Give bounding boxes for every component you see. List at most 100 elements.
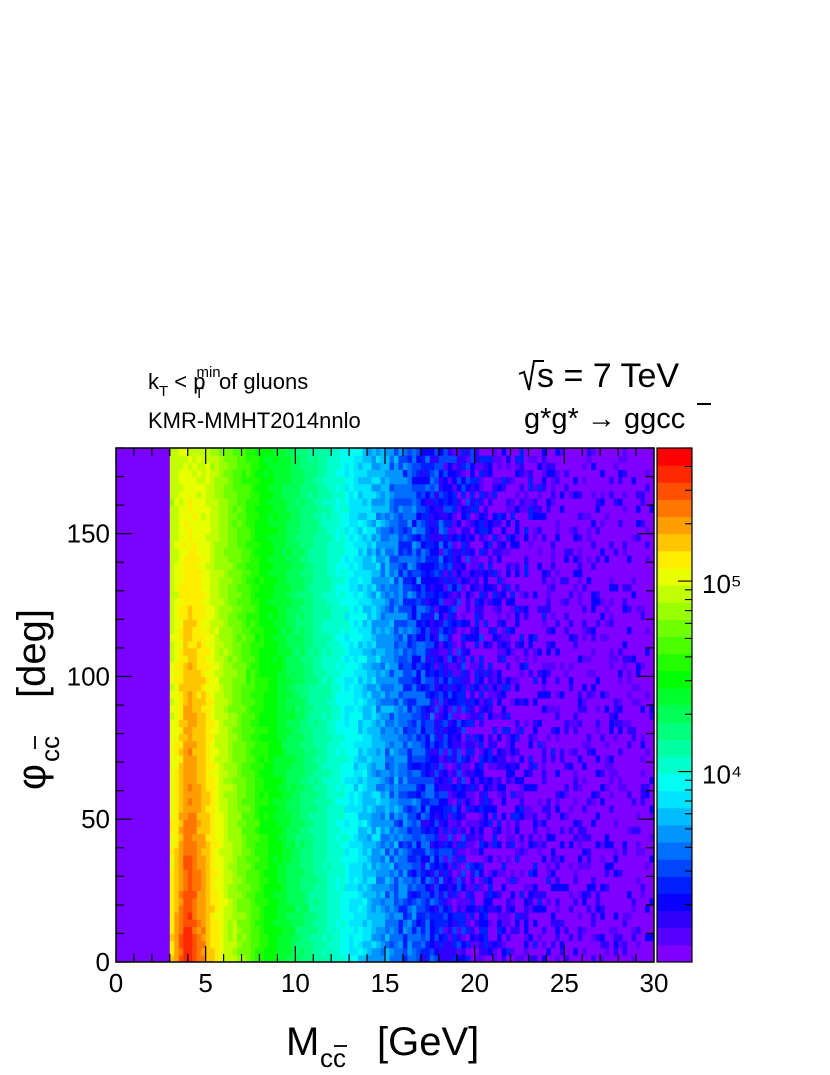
heatmap-cell — [169, 490, 175, 499]
heatmap-cell — [376, 497, 382, 506]
heatmap-cell — [308, 912, 314, 920]
heatmap-cell — [461, 626, 467, 635]
heatmap-cell — [331, 455, 337, 463]
heatmap-cell — [380, 540, 386, 549]
heatmap-cell — [398, 540, 404, 549]
heatmap-cell — [349, 919, 355, 927]
heatmap-cell — [317, 797, 323, 806]
heatmap-cell — [411, 854, 417, 863]
heatmap-cell — [371, 797, 377, 806]
heatmap-cell — [304, 547, 310, 556]
heatmap-cell — [425, 612, 431, 620]
heatmap-cell — [281, 597, 287, 606]
heatmap-cell — [237, 790, 243, 799]
heatmap-cell — [344, 576, 350, 585]
heatmap-cell — [223, 569, 229, 578]
heatmap-cell — [420, 676, 426, 685]
heatmap-cell — [192, 690, 198, 699]
heatmap-cell — [196, 826, 202, 835]
heatmap-cell — [237, 462, 243, 471]
heatmap-cell — [281, 862, 287, 870]
heatmap-cell — [393, 619, 400, 628]
heatmap-cell — [178, 740, 184, 749]
heatmap-cell — [429, 647, 435, 656]
heatmap-cell — [259, 519, 265, 528]
heatmap-cell — [425, 904, 431, 913]
heatmap-cell — [456, 726, 462, 735]
heatmap-cell — [272, 869, 278, 877]
heatmap-cell — [465, 919, 471, 927]
heatmap-cell — [223, 840, 229, 849]
heatmap-cell — [313, 847, 319, 856]
heatmap-cell — [322, 590, 328, 599]
heatmap-cell — [237, 619, 243, 628]
heatmap-cell — [335, 597, 341, 606]
heatmap-cell — [380, 797, 386, 806]
heatmap-cell — [376, 854, 382, 863]
heatmap-cell — [290, 547, 296, 556]
heatmap-cell — [254, 826, 261, 835]
heatmap-cell — [420, 626, 426, 635]
heatmap-cell — [385, 762, 391, 770]
heatmap-cell — [429, 919, 435, 927]
heatmap-cell — [322, 512, 328, 520]
heatmap-cell — [407, 455, 413, 463]
heatmap-cell — [178, 633, 184, 642]
heatmap-cell — [362, 776, 368, 785]
heatmap-cell — [425, 819, 431, 827]
heatmap-cell — [385, 647, 391, 656]
heatmap-cell — [290, 612, 296, 620]
heatmap-cell — [438, 804, 444, 813]
heatmap-cell — [389, 819, 395, 827]
heatmap-cell — [367, 640, 373, 649]
heatmap-cell — [461, 912, 467, 920]
heatmap-cell — [277, 919, 283, 927]
heatmap-cell — [416, 840, 422, 849]
heatmap-cell — [295, 640, 301, 649]
heatmap-cell — [349, 712, 355, 720]
heatmap-cell — [335, 669, 341, 678]
heatmap-cell — [174, 576, 180, 585]
heatmap-cell — [385, 540, 391, 549]
heatmap-cell — [376, 904, 382, 913]
heatmap-cell — [425, 919, 431, 927]
heatmap-cell — [183, 790, 189, 799]
heatmap-cell — [474, 676, 480, 685]
heatmap-cell — [304, 762, 310, 770]
heatmap-cell — [205, 740, 211, 749]
heatmap-cell — [246, 919, 252, 927]
heatmap-cell — [398, 726, 404, 735]
heatmap-cell — [313, 754, 319, 763]
heatmap-cell — [393, 519, 400, 528]
heatmap-cell — [452, 597, 458, 606]
heatmap-cell — [470, 605, 476, 613]
heatmap-cell — [299, 919, 305, 927]
heatmap-cell — [402, 933, 409, 942]
heatmap-cell — [456, 776, 462, 785]
heatmap-cell — [340, 912, 346, 920]
heatmap-cell — [376, 476, 382, 485]
heatmap-cell — [362, 897, 368, 906]
heatmap-cell — [349, 833, 355, 842]
heatmap-cell — [317, 462, 323, 471]
heatmap-cell — [331, 697, 337, 706]
heatmap-cell — [308, 626, 314, 635]
heatmap-cell — [272, 526, 278, 535]
heatmap-cell — [237, 562, 243, 570]
heatmap-cell — [232, 719, 238, 728]
heatmap-cell — [456, 947, 462, 956]
heatmap-cell — [277, 676, 283, 685]
heatmap-cell — [389, 555, 395, 563]
heatmap-cell — [429, 576, 435, 585]
heatmap-cell — [304, 505, 310, 513]
heatmap-cell — [340, 790, 346, 799]
heatmap-cell — [416, 662, 422, 670]
heatmap-cell — [254, 754, 261, 763]
heatmap-cell — [326, 519, 332, 528]
heatmap-cell — [263, 776, 270, 785]
heatmap-cell — [461, 819, 467, 827]
heatmap-cell — [344, 555, 350, 563]
heatmap-cell — [447, 790, 453, 799]
heatmap-cell — [313, 733, 319, 742]
heatmap-cell — [187, 783, 193, 792]
